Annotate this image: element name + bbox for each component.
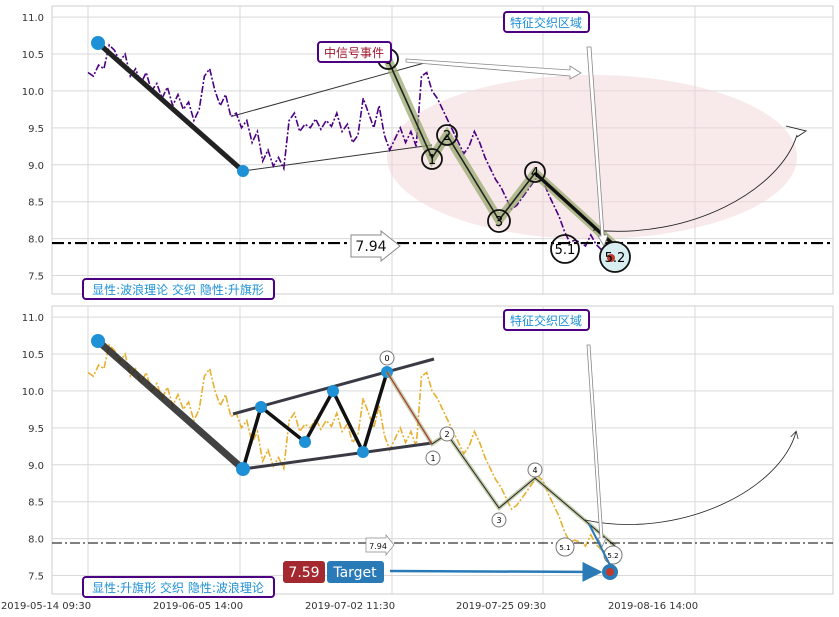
target-label-badge: Target [327,561,384,583]
svg-text:特征交织区域: 特征交织区域 [510,15,582,30]
bottom-region-box: 特征交织区域 [503,309,590,331]
bottom-pattern-box: 显性:升旗形 交织 隐性:波浪理论 [82,576,275,598]
bottom-trend-line [95,338,246,472]
x-tick-label: 2019-07-02 11:30 [305,601,395,612]
x-tick-label: 2019-08-16 14:00 [608,601,698,612]
wave-label-4: 4 [524,161,546,183]
svg-text:5.2: 5.2 [607,552,618,560]
event-hollow-arrow [405,58,582,80]
bottom-wave-label-3: 3 [491,512,507,528]
bottom-y-tick-label: 10.5 [22,350,44,361]
bottom-y-tick-label: 9.5 [28,424,44,435]
top-y-tick-label: 8.5 [28,198,44,209]
bottom-grid [52,306,833,594]
svg-text:4: 4 [532,466,537,475]
top-y-tick-label: 9.0 [28,161,44,172]
svg-text:Target: Target [332,565,377,581]
region-hollow-arrow [586,46,609,247]
top-y-tick-label: 8.0 [28,235,44,246]
top-y-tick-label: 10.0 [22,87,44,98]
svg-text:0: 0 [384,354,389,363]
svg-text:5.1: 5.1 [555,243,576,258]
svg-text:2: 2 [443,129,451,144]
svg-text:7.94: 7.94 [369,542,387,551]
target-arrow [389,561,603,582]
projection-curve [592,134,798,232]
bottom-panel: 7.5 8.0 8.5 9.0 9.5 10.0 10.5 11.0 2019-05-14 0… [1,305,834,612]
top-y-ticks: 7.5 8.0 8.5 9.0 9.5 10.0 10.5 11.0 [22,13,44,282]
svg-text:5.1: 5.1 [559,544,570,552]
wave-label-5-1: 5.1 [550,234,580,264]
trend-end-dot [237,165,249,177]
bottom-region-arrow [586,344,607,548]
flag-pivot-dots [91,334,393,476]
bottom-y-tick-label: 9.0 [28,461,44,472]
svg-text:1: 1 [428,153,436,168]
wave-label-3: 3 [487,209,511,233]
svg-text:3: 3 [496,516,501,525]
wave-label-5-2: 5.2 [599,241,631,273]
target-dot-core [606,568,614,576]
svg-text:显性:波浪理论 交织 隐性:升旗形: 显性:波浪理论 交织 隐性:升旗形 [92,282,264,297]
trend-start-dot [91,36,105,50]
bottom-wave-label-2: 2 [439,426,455,442]
x-tick-label: 2019-05-14 09:30 [1,601,91,612]
bottom-y-tick-label: 11.0 [22,313,44,324]
bottom-y-tick-label: 10.0 [22,387,44,398]
top-pattern-box: 显性:波浪理论 交织 隐性:升旗形 [82,278,275,300]
wave-label-1: 1 [421,148,443,170]
top-y-tick-label: 9.5 [28,124,44,135]
x-tick-label: 2019-06-05 14:00 [153,601,243,612]
bottom-x-ticks: 2019-05-14 09:30 2019-06-05 14:00 2019-07-… [1,601,698,612]
bottom-level-label: 7.94 [365,534,395,556]
top-y-tick-label: 10.5 [22,50,44,61]
bottom-y-tick-label: 7.5 [28,572,44,583]
top-region-box: 特征交织区域 [503,11,590,33]
svg-text:4: 4 [531,166,539,181]
svg-text:3: 3 [495,215,503,230]
top-panel: 7.58.08.59.09.510.010.511.0 7.94 0 1 2 3 [22,5,834,300]
bottom-y-tick-label: 8.5 [28,498,44,509]
bottom-wave-label-1: 1 [425,450,441,466]
x-tick-label: 2019-07-25 09:30 [456,601,546,612]
channel-lower-line [242,144,433,172]
bottom-wave-label-4: 4 [527,462,543,478]
bottom-plot-area [51,305,834,595]
wave-label-2: 2 [436,124,458,146]
svg-text:5.2: 5.2 [605,251,626,266]
top-trend-line [96,41,245,173]
level-label-794: 7.94 [350,229,401,263]
svg-text:7.59: 7.59 [288,565,319,581]
projection-arrowhead [785,125,808,138]
top-y-tick-label: 11.0 [22,13,44,24]
event-box: 中信号事件 [317,41,392,63]
bottom-wave-label-5-1: 5.1 [555,537,575,557]
bottom-wave-label-5-2: 5.2 [603,545,623,565]
svg-text:特征交织区域: 特征交织区域 [510,313,582,328]
svg-text:中信号事件: 中信号事件 [324,45,384,60]
svg-text:1: 1 [430,454,435,463]
flag-zigzag [241,371,389,470]
bottom-price-series [87,343,613,553]
bottom-y-tick-label: 8.0 [28,535,44,546]
svg-text:2: 2 [444,430,449,439]
bottom-y-ticks: 7.5 8.0 8.5 9.0 9.5 10.0 10.5 11.0 [22,313,44,582]
bottom-projection-curve [584,432,796,525]
svg-text:显性:升旗形 交织 隐性:波浪理论: 显性:升旗形 交织 隐性:波浪理论 [92,580,264,595]
wave-1-red-line [386,371,433,445]
target-drop-line [588,523,613,570]
flag-lower-line [242,441,433,471]
top-price-series [87,43,613,253]
bottom-wave-label-0: 0 [379,350,395,366]
top-y-tick-label: 7.5 [28,272,44,283]
target-value-badge: 7.59 [283,561,325,583]
level-value-text: 7.94 [355,239,386,255]
